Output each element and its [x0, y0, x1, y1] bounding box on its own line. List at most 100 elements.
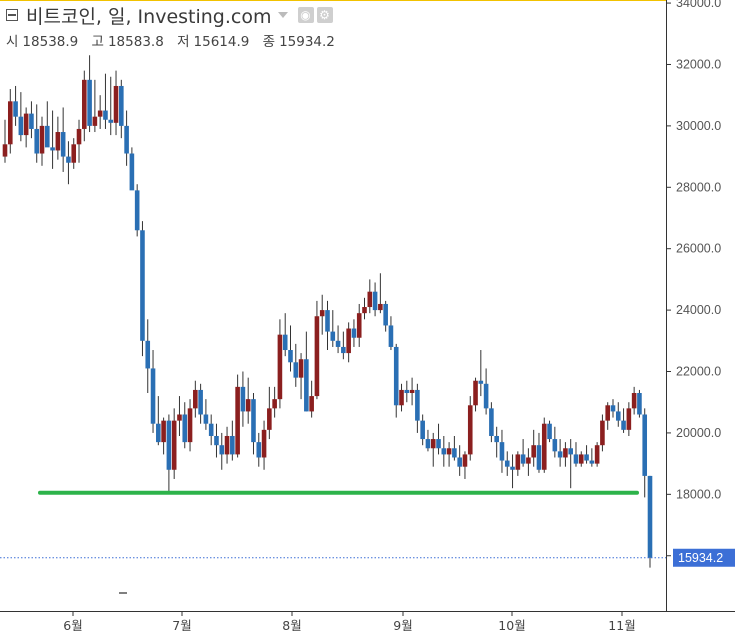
- high-value: 18583.8: [107, 34, 164, 50]
- candle-body: [420, 420, 425, 440]
- low-label: 저: [177, 34, 190, 50]
- y-tick-label: 18000.0: [676, 487, 721, 501]
- close-label: 종: [262, 34, 276, 50]
- candle-body: [71, 144, 77, 163]
- close-value: 15934.2: [279, 34, 335, 50]
- candle-body: [261, 429, 267, 458]
- candle-body: [129, 153, 135, 191]
- candle-body: [171, 420, 177, 470]
- candle-body: [235, 386, 240, 455]
- open-label: 시: [6, 34, 19, 50]
- candle-body: [436, 439, 441, 449]
- candle-body: [356, 313, 362, 338]
- candle-body: [256, 442, 262, 458]
- chart-header: 비트코인, 일, Investing.com ◉ ⚙: [6, 2, 336, 28]
- candle-body: [584, 454, 589, 461]
- candle-body: [87, 79, 92, 126]
- candle-body: [631, 393, 637, 409]
- collapse-icon[interactable]: [6, 9, 18, 21]
- candle-body: [478, 380, 484, 384]
- candle-body: [388, 325, 394, 347]
- candle-body: [637, 393, 642, 415]
- candle-body: [594, 445, 600, 464]
- candle-body: [626, 408, 632, 430]
- chart-title: 비트코인, 일, Investing.com: [26, 5, 272, 28]
- y-tick-label: 22000.0: [676, 365, 721, 379]
- candle-body: [483, 383, 489, 409]
- candle-body: [499, 442, 505, 461]
- candle-body: [362, 307, 367, 314]
- candle-body: [55, 132, 61, 151]
- x-tick-label: 11월: [608, 618, 635, 633]
- candle-body: [341, 346, 346, 354]
- candle-body: [304, 359, 309, 412]
- candle-body: [547, 423, 552, 440]
- candle-body: [34, 128, 40, 154]
- y-tick-label: 20000.0: [676, 426, 721, 440]
- candle-body: [378, 303, 383, 311]
- candle-body: [82, 79, 87, 129]
- candle-body: [351, 328, 357, 338]
- candle-body: [515, 454, 521, 470]
- ohlc-readout: 시 18538.9 고 18583.8 저 15614.9 종 15934.2: [6, 30, 344, 50]
- gear-icon[interactable]: ⚙: [316, 7, 333, 23]
- candle-body: [282, 334, 288, 351]
- candle-body: [230, 435, 235, 455]
- y-tick-label: 26000.0: [676, 242, 721, 256]
- candle-body: [367, 291, 373, 308]
- candle-body: [39, 125, 45, 154]
- candle-body: [50, 147, 55, 151]
- candle-body: [404, 389, 410, 394]
- candle-body: [267, 408, 272, 430]
- hide-icon[interactable]: ◉: [297, 7, 314, 23]
- candle-body: [66, 156, 71, 163]
- candle-body: [177, 414, 182, 421]
- candle-body: [494, 435, 499, 443]
- candle-body: [642, 414, 648, 476]
- candle-body: [457, 457, 462, 467]
- y-tick-label: 32000.0: [676, 57, 721, 71]
- candle-body: [372, 291, 378, 311]
- candle-body: [605, 405, 611, 421]
- candle-body: [552, 439, 558, 452]
- candle-body: [452, 448, 457, 458]
- candle-body: [145, 340, 151, 369]
- candle-body: [44, 125, 50, 148]
- candle-body: [504, 460, 510, 467]
- candle-body: [272, 399, 277, 409]
- candle-body: [2, 144, 8, 157]
- candle-body: [600, 420, 605, 446]
- candle-body: [430, 439, 436, 449]
- last-price-badge: [673, 548, 735, 567]
- candle-body: [409, 389, 415, 394]
- x-tick-label: 9월: [393, 618, 412, 633]
- candle-body: [224, 435, 230, 455]
- candle-body: [245, 399, 251, 412]
- candle-body: [293, 362, 299, 378]
- candle-body: [119, 85, 124, 126]
- candle-body: [647, 475, 653, 558]
- candle-body: [97, 110, 103, 117]
- candle-body: [319, 310, 325, 317]
- candle-body: [18, 116, 24, 136]
- candle-body: [335, 340, 341, 347]
- candle-body: [615, 411, 621, 421]
- candle-body: [520, 454, 526, 464]
- candle-body: [277, 334, 283, 400]
- candle-body: [92, 116, 98, 126]
- candle-body: [415, 389, 420, 421]
- candle-body: [309, 396, 314, 412]
- x-tick-label: 10월: [498, 618, 525, 633]
- candle-body: [140, 230, 145, 341]
- candle-body: [156, 423, 161, 443]
- candle-body: [462, 454, 468, 467]
- candle-body: [393, 346, 399, 406]
- candle-body: [60, 132, 66, 157]
- candle-body: [573, 454, 579, 464]
- candle-body: [526, 457, 531, 464]
- candle-body: [489, 408, 494, 436]
- candle-body: [214, 435, 219, 446]
- chevron-down-icon[interactable]: [277, 12, 288, 18]
- candle-body: [536, 445, 542, 470]
